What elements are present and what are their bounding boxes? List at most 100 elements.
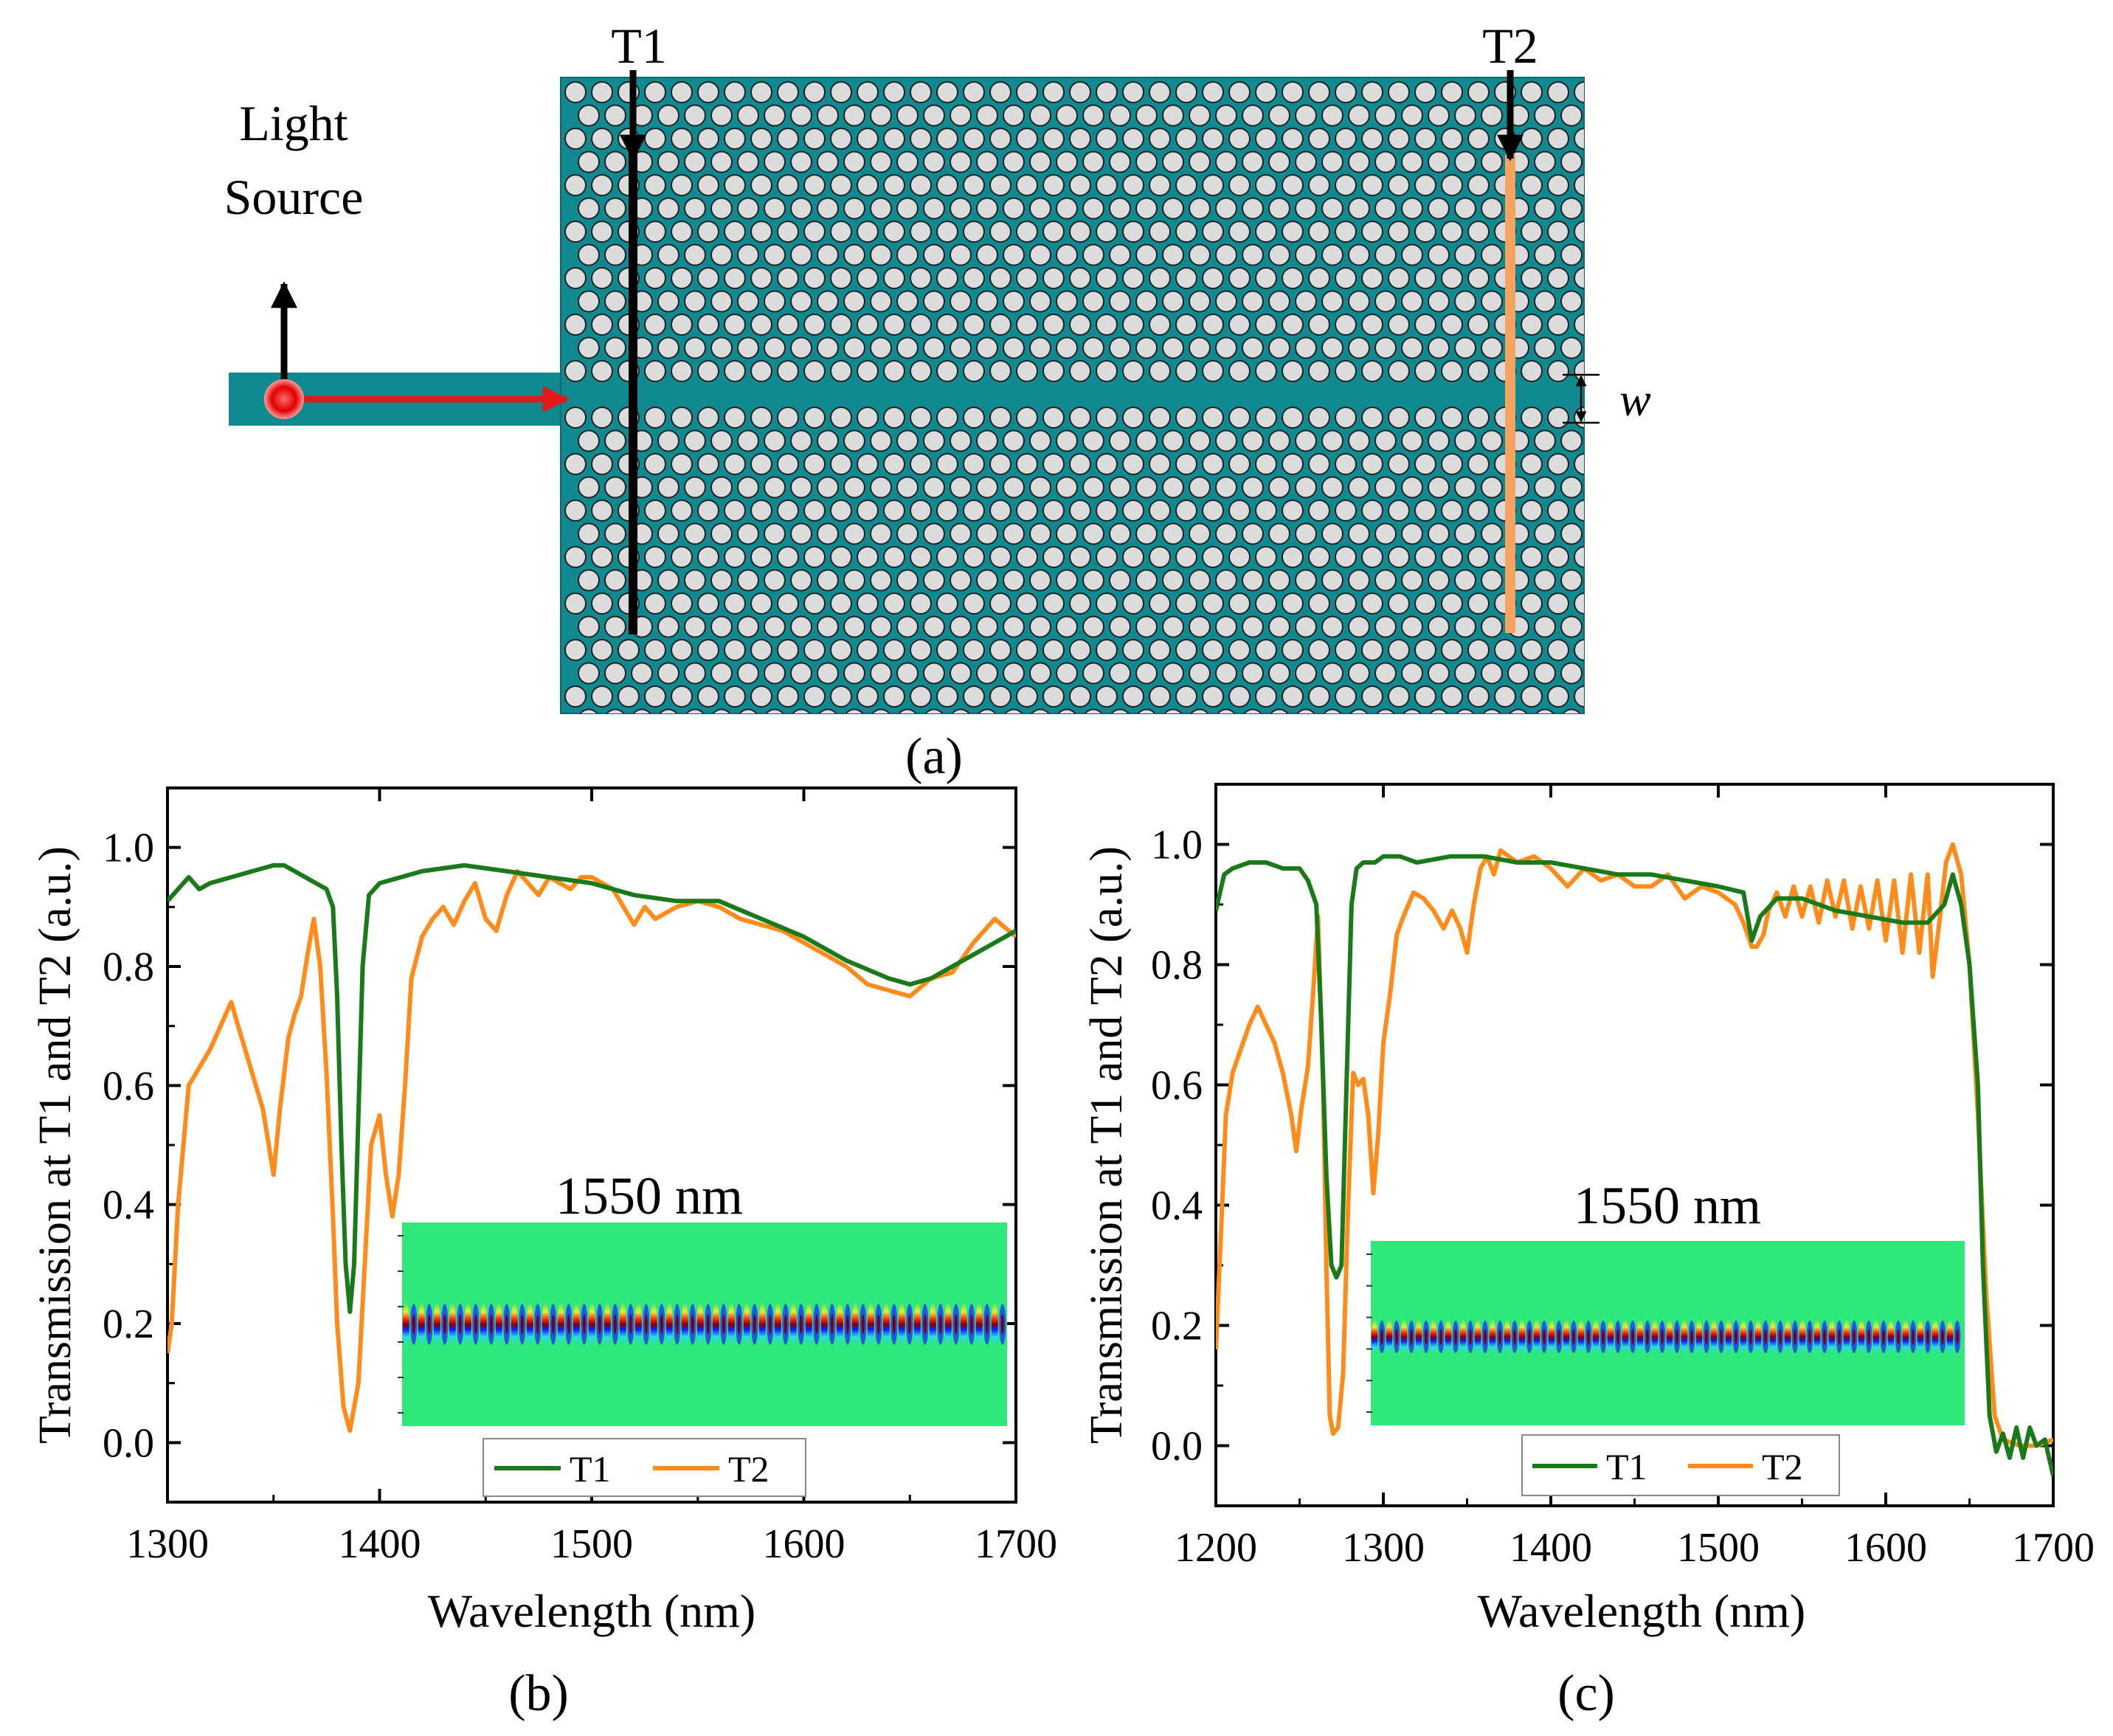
air-hole: [1441, 499, 1463, 522]
air-hole: [657, 522, 679, 545]
air-hole: [1215, 336, 1237, 359]
air-hole: [1414, 267, 1436, 289]
air-hole: [963, 546, 985, 568]
air-hole: [764, 662, 786, 685]
field-core: [768, 1314, 772, 1335]
air-hole: [1308, 267, 1330, 289]
air-hole: [1202, 685, 1224, 708]
air-hole: [1175, 314, 1197, 336]
air-hole: [989, 639, 1011, 661]
air-hole: [644, 221, 666, 243]
air-hole: [750, 453, 772, 475]
air-hole: [1321, 104, 1343, 127]
air-hole: [830, 685, 852, 708]
air-hole: [1109, 476, 1131, 499]
air-hole: [684, 243, 706, 266]
air-hole: [684, 197, 706, 220]
field-core: [985, 1314, 989, 1335]
air-hole: [976, 476, 998, 499]
air-hole: [724, 685, 746, 708]
air-hole: [1096, 499, 1118, 522]
field-core: [1956, 1329, 1959, 1345]
air-hole: [1003, 429, 1025, 452]
air-hole: [1521, 174, 1543, 196]
air-hole: [1521, 81, 1543, 103]
air-hole: [989, 592, 1011, 615]
air-hole: [750, 221, 772, 243]
air-hole: [1255, 407, 1277, 429]
field-core: [1794, 1329, 1796, 1345]
air-hole: [936, 592, 958, 615]
air-hole: [1016, 453, 1038, 475]
air-hole: [1509, 708, 1528, 713]
air-hole: [1481, 569, 1503, 592]
air-hole: [1189, 476, 1211, 499]
air-hole: [1467, 499, 1490, 522]
air-hole: [978, 708, 997, 713]
air-hole: [1122, 267, 1144, 289]
air-hole: [1401, 569, 1423, 592]
air-hole: [1069, 221, 1091, 243]
field-lobe: [851, 1302, 859, 1346]
air-hole: [657, 336, 679, 359]
air-hole: [1228, 499, 1251, 522]
air-hole: [1162, 243, 1184, 266]
air-hole: [950, 476, 972, 499]
field-lobe: [526, 1302, 533, 1346]
field-lobe: [1695, 1319, 1703, 1355]
air-hole: [1109, 197, 1131, 220]
field-lobe: [1386, 1319, 1393, 1355]
air-hole: [1308, 81, 1330, 103]
air-hole: [1268, 336, 1290, 359]
field-lobe: [1489, 1319, 1496, 1355]
air-hole: [1003, 151, 1025, 173]
air-hole: [1029, 429, 1051, 452]
air-hole: [1189, 243, 1211, 266]
air-hole: [710, 290, 733, 313]
y-tick-label: 0.6: [1151, 1063, 1203, 1109]
field-core: [706, 1314, 710, 1335]
air-hole: [777, 407, 799, 429]
air-hole: [1428, 522, 1450, 545]
field-core: [892, 1314, 896, 1335]
air-hole: [737, 336, 759, 359]
air-hole: [737, 290, 759, 313]
air-hole: [1308, 407, 1330, 429]
field-lobe: [727, 1302, 735, 1346]
field-lobe: [1769, 1319, 1777, 1355]
air-hole: [923, 429, 945, 452]
air-hole: [857, 685, 879, 708]
field-core: [1631, 1329, 1634, 1345]
air-hole: [697, 407, 719, 429]
air-hole: [1215, 104, 1237, 127]
air-hole: [1335, 128, 1357, 150]
air-hole: [1082, 615, 1104, 638]
air-hole: [1149, 546, 1171, 568]
air-hole: [1428, 615, 1450, 638]
field-lobe: [1563, 1319, 1570, 1355]
air-hole: [1242, 104, 1264, 127]
air-hole: [950, 104, 972, 127]
air-hole: [1428, 243, 1450, 266]
air-hole: [843, 615, 865, 638]
field-core: [845, 1314, 849, 1335]
air-hole: [1282, 314, 1304, 336]
air-hole: [1388, 128, 1410, 150]
air-hole: [578, 615, 600, 638]
air-hole: [936, 546, 958, 568]
air-hole: [1242, 476, 1264, 499]
air-hole: [1189, 569, 1211, 592]
field-lobe: [1577, 1319, 1585, 1355]
air-hole: [1361, 453, 1383, 475]
air-hole: [1162, 151, 1184, 173]
air-hole: [1215, 197, 1237, 220]
field-core: [458, 1314, 462, 1335]
air-hole: [1228, 267, 1251, 289]
air-hole: [606, 708, 625, 713]
field-lobe: [557, 1302, 564, 1346]
field-core: [1897, 1329, 1900, 1345]
air-hole: [1441, 81, 1463, 103]
air-hole: [1401, 197, 1423, 220]
air-hole: [657, 429, 679, 452]
air-hole: [564, 499, 587, 522]
